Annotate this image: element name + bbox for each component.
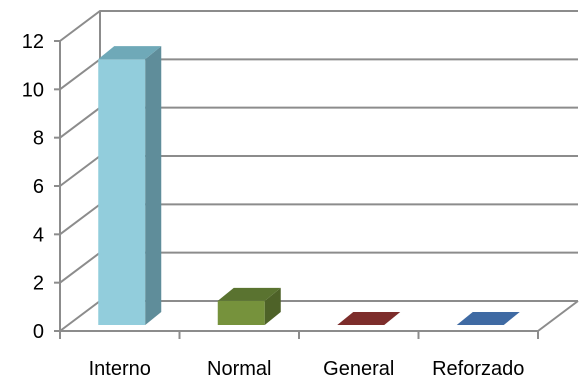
bar-top-3 [456, 312, 520, 325]
bar-front-1 [217, 300, 265, 325]
y-tick-label-6: 6 [33, 176, 44, 198]
y-tick-label-2: 2 [33, 273, 44, 295]
x-axis-labels: Interno Normal General Reforzado [89, 358, 525, 380]
y-tick-label-0: 0 [33, 321, 44, 343]
bar-side-0 [145, 46, 162, 326]
bar-reforzado [456, 312, 520, 326]
bar-front-0 [98, 59, 146, 326]
bars [98, 46, 520, 326]
y-axis-ticks: 0 2 4 6 8 10 12 [22, 31, 539, 343]
y-tick-label-4: 4 [33, 224, 44, 246]
gridline-12 [59, 10, 578, 42]
y-tick-label-8: 8 [33, 128, 44, 150]
bar-general [337, 312, 401, 326]
bar-top-2 [337, 312, 401, 325]
y-tick-label-10: 10 [22, 79, 44, 101]
x-label-reforzado: Reforzado [432, 358, 524, 380]
bar-top-1 [217, 287, 281, 301]
bar-side-1 [264, 287, 281, 325]
x-label-interno: Interno [89, 358, 151, 380]
y-tick-label-12: 12 [22, 31, 44, 53]
floor-right-edge [537, 300, 579, 332]
x-label-normal: Normal [207, 358, 271, 380]
bar-interno [98, 46, 162, 326]
bar-normal [217, 287, 281, 325]
x-label-general: General [323, 358, 394, 380]
bar-top-0 [98, 46, 162, 60]
